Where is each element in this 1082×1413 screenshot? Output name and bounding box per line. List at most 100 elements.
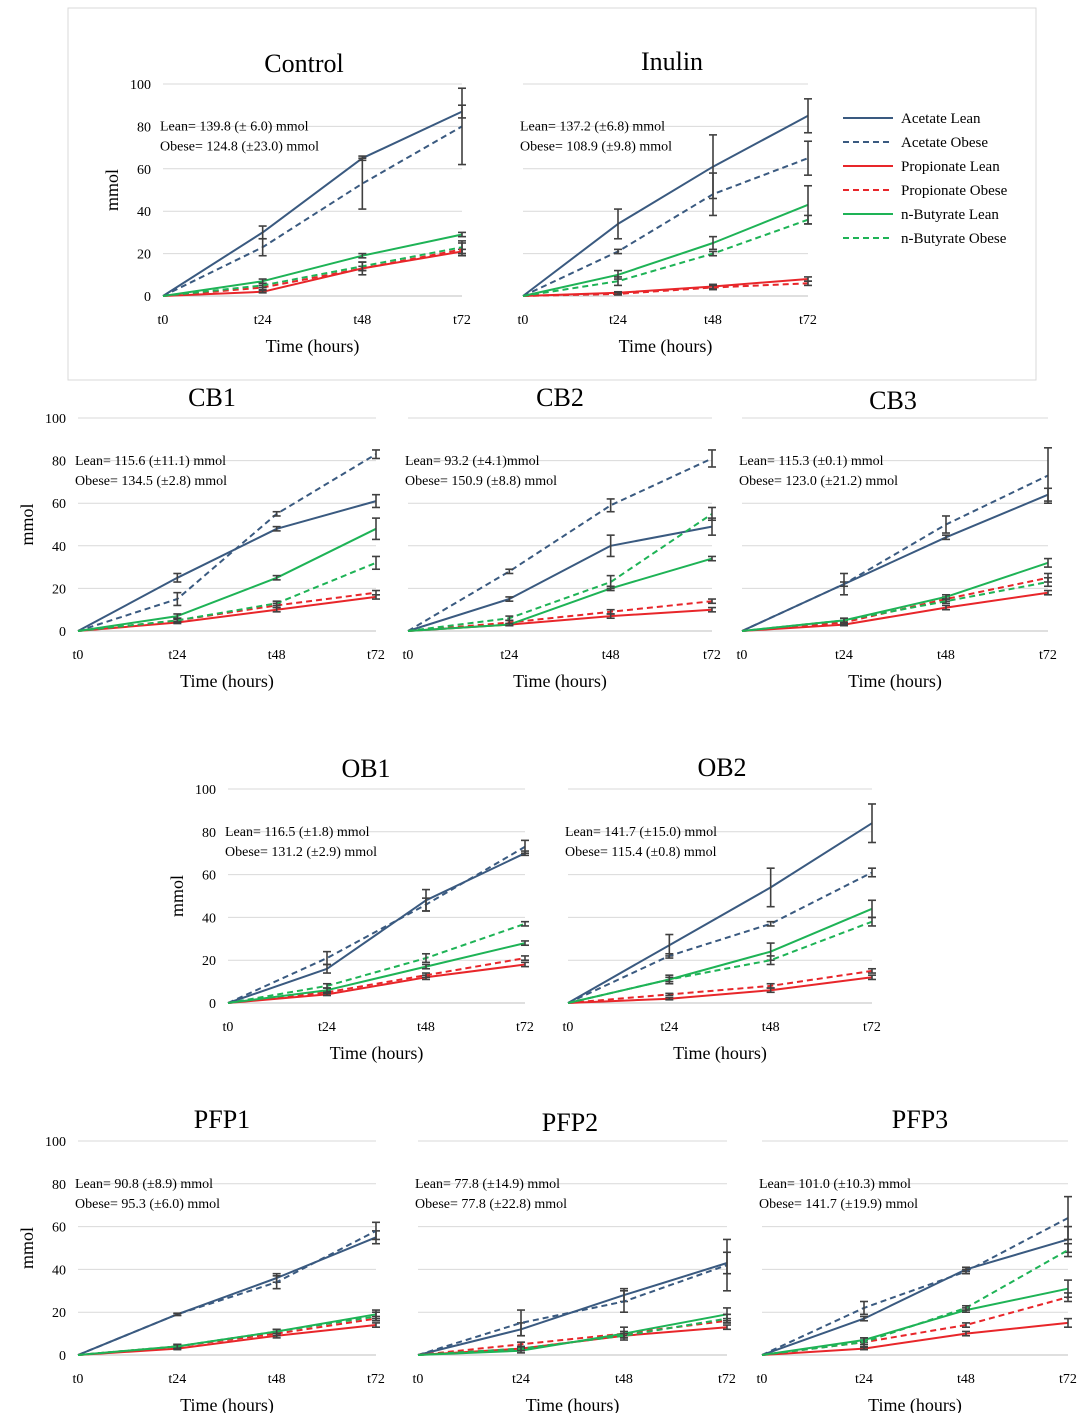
x-tick-label: t72	[799, 313, 817, 328]
series-line-n-butyrate-obese	[522, 218, 809, 297]
x-axis-title: Time (hours)	[619, 336, 713, 357]
error-bar	[258, 237, 267, 257]
y-tick-label: 60	[202, 869, 216, 884]
error-bar	[665, 992, 674, 997]
error-bar	[766, 955, 775, 966]
series-line-n-butyrate-lean	[77, 1313, 377, 1356]
error-bar	[505, 615, 514, 622]
panel-title: PFP1	[194, 1105, 250, 1134]
series-line-propionate-obese	[227, 957, 526, 1004]
error-bar	[962, 1304, 970, 1311]
series-line-propionate-lean	[77, 1324, 377, 1356]
x-tick-label: t72	[1039, 648, 1057, 663]
panel-title: CB1	[188, 383, 236, 412]
y-tick-label: 20	[137, 248, 151, 263]
chart-panel-ob2: t0 t24 t48 t72 Time (hours) OB2 Lean= 141.7 (±…	[563, 753, 881, 1064]
series-line-propionate-lean	[522, 278, 809, 297]
series-line-n-butyrate-lean	[227, 942, 526, 1004]
series-line-propionate-lean	[417, 1326, 728, 1356]
x-axis-title: Time (hours)	[513, 671, 607, 692]
error-bar	[372, 1311, 380, 1322]
series-line-n-butyrate-lean	[761, 1287, 1069, 1356]
error-bar	[942, 598, 950, 605]
series-line-acetate-obese	[227, 845, 526, 1004]
annotation-text: Lean= 141.7 (±15.0) mmol	[565, 825, 717, 840]
x-tick-label: t24	[660, 1020, 678, 1035]
x-tick-label: t48	[704, 313, 722, 328]
error-bar	[1064, 1242, 1072, 1258]
error-bar	[708, 606, 716, 613]
error-bar	[860, 1346, 868, 1351]
error-bar	[422, 897, 430, 912]
error-bar	[942, 604, 950, 611]
y-tick-label: 100	[45, 412, 66, 427]
error-bar	[614, 292, 622, 296]
chart-panel-inulin: t0 t24 t48 t72 Time (hours) Inulin Lean= 137.2…	[518, 47, 817, 357]
series-line-propionate-lean	[741, 591, 1049, 632]
y-tick-label: 20	[202, 954, 216, 969]
annotation-text: Obese= 141.7 (±19.9) mmol	[759, 1197, 918, 1212]
series-line-acetate-lean	[567, 822, 873, 1004]
annotation-text: Lean= 137.2 (±6.8) mmol	[520, 120, 665, 135]
error-bar	[606, 534, 615, 558]
x-tick-label: t24	[254, 313, 272, 328]
error-bar	[606, 574, 615, 590]
x-axis-title: Time (hours)	[180, 671, 274, 692]
series-line-acetate-obese	[77, 453, 377, 632]
x-tick-label: t0	[413, 1372, 424, 1387]
x-tick-label: t48	[353, 313, 371, 328]
series-line-acetate-obese	[522, 157, 809, 297]
error-bar	[766, 867, 775, 908]
error-bar	[458, 240, 466, 255]
x-axis-title: Time (hours)	[868, 1395, 962, 1413]
series-line-n-butyrate-obese	[741, 581, 1049, 632]
charts-group: 0 20 40 60 80 100 t0 t24 t48 t72 Time (hours) mmol C…	[17, 47, 1077, 1413]
error-bar	[422, 972, 430, 979]
error-bar	[614, 276, 622, 287]
error-bar	[1064, 1317, 1072, 1328]
annotation-text: Obese= 77.8 (±22.8) mmol	[415, 1197, 567, 1212]
series-line-n-butyrate-obese	[227, 922, 526, 1004]
y-tick-label: 40	[137, 205, 151, 220]
error-bar	[372, 1221, 380, 1241]
series-line-n-butyrate-lean	[522, 203, 809, 297]
panel-title: CB2	[536, 383, 584, 412]
x-axis-title: Time (hours)	[848, 671, 942, 692]
error-bar	[258, 282, 267, 289]
y-tick-label: 0	[209, 997, 216, 1012]
annotation-text: Lean= 115.6 (±11.1) mmol	[75, 454, 226, 469]
x-tick-label: t72	[367, 648, 385, 663]
chart-panel-pfp3: t0 t24 t48 t72 Time (hours) PFP3 Lean= 101.0 (…	[757, 1105, 1077, 1413]
x-axis-title: Time (hours)	[673, 1043, 767, 1064]
y-axis-title: mmol	[167, 875, 187, 917]
series-line-acetate-lean	[741, 493, 1049, 632]
y-axis-title: mmol	[17, 503, 37, 545]
x-tick-label: t72	[718, 1372, 736, 1387]
error-bar	[521, 940, 529, 947]
series-line-acetate-obese	[162, 125, 463, 297]
panel-title: Inulin	[641, 47, 703, 76]
error-bar	[709, 250, 717, 257]
series-line-n-butyrate-obese	[417, 1317, 728, 1356]
error-bar	[606, 498, 615, 513]
legend-label: Propionate Obese	[901, 183, 1008, 199]
error-bar	[517, 1309, 525, 1337]
annotation-text: Obese= 95.3 (±6.0) mmol	[75, 1197, 220, 1212]
error-bar	[868, 974, 876, 981]
error-bar	[521, 955, 529, 962]
error-bar	[708, 449, 716, 468]
series-line-propionate-obese	[77, 591, 377, 632]
panel-title: PFP2	[542, 1108, 598, 1137]
series-line-n-butyrate-obese	[761, 1249, 1069, 1356]
series-line-propionate-lean	[761, 1321, 1069, 1356]
y-tick-label: 20	[52, 1306, 66, 1321]
y-tick-label: 60	[52, 1221, 66, 1236]
error-bar	[505, 568, 514, 575]
annotation-text: Obese= 134.5 (±2.8) mmol	[75, 474, 227, 489]
error-bar	[458, 87, 466, 166]
series-line-propionate-obese	[407, 600, 713, 632]
error-bar	[766, 920, 775, 927]
panel-title: OB1	[341, 754, 390, 783]
x-tick-label: t0	[73, 1372, 84, 1387]
x-tick-label: t0	[223, 1020, 234, 1035]
